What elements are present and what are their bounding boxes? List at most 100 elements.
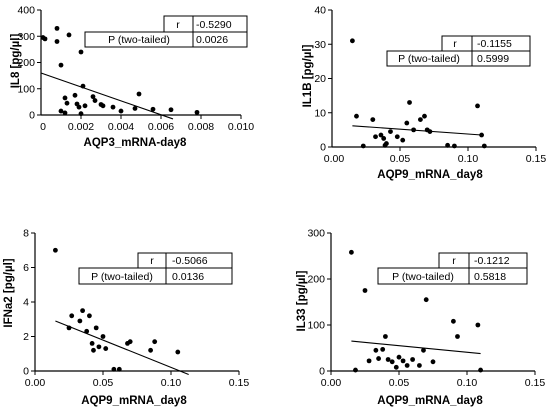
data-point	[89, 341, 95, 346]
p-value: 0.5818	[474, 271, 506, 283]
data-point	[376, 356, 381, 361]
y-tick-label: 10	[314, 107, 326, 119]
data-point	[175, 349, 181, 355]
y-tick-label: 0	[319, 366, 325, 378]
data-point	[430, 359, 436, 365]
regression-layer	[352, 125, 482, 136]
data-point	[93, 325, 99, 331]
y-tick-label: 8	[23, 228, 29, 240]
data-point	[407, 100, 412, 105]
data-point	[91, 347, 96, 353]
r-label: r	[452, 255, 456, 267]
data-point	[54, 39, 60, 44]
data-point	[455, 334, 460, 339]
p-label: P (two-tailed)	[392, 271, 454, 283]
data-point	[400, 358, 406, 364]
data-point	[111, 366, 117, 372]
tick-labels: 0 100 200 300 0.00 0.05 0.10 0.15	[307, 228, 545, 390]
data-point	[87, 313, 92, 319]
data-point	[100, 334, 106, 339]
data-point	[380, 346, 386, 352]
data-point	[110, 104, 116, 110]
stats-box: r -0.1212 P (two-tailed) 0.5818	[377, 252, 528, 285]
r-value: -0.5066	[172, 255, 208, 267]
tick-labels: 0 2 4 6 8 0.00 0.05 0.10 0.15	[23, 228, 249, 390]
data-point	[78, 49, 84, 55]
r-label: r	[176, 19, 180, 31]
data-point	[150, 106, 156, 112]
x-axis-label: AQP9_mRNA_day8	[377, 169, 483, 181]
x-tick-label: 0.00	[321, 377, 342, 389]
y-axis-label: IL1B [pg/µl]	[302, 44, 314, 107]
data-point	[353, 367, 358, 373]
y-tick-label: 0	[320, 142, 326, 154]
data-point	[90, 94, 96, 100]
data-point	[445, 142, 450, 148]
data-point	[96, 344, 102, 350]
data-point	[475, 322, 481, 328]
y-tick-label: 30	[314, 39, 326, 51]
data-point	[350, 38, 355, 44]
regression-layer	[351, 340, 481, 355]
data-point	[100, 103, 106, 109]
points-layer	[350, 38, 487, 149]
x-tick-label: 0.00	[25, 377, 46, 389]
data-point	[69, 313, 75, 319]
data-point	[418, 117, 423, 122]
points-layer	[53, 247, 181, 372]
p-value: 0.0136	[172, 271, 204, 283]
data-point	[80, 83, 86, 89]
tick-labels: 0 10 20 30 40 0.05 0.10 0.15 0.00	[314, 5, 546, 166]
data-point	[373, 134, 378, 140]
axes	[31, 232, 240, 375]
x-tick-label: 0.008	[188, 121, 214, 133]
x-tick-label: 0.010	[228, 121, 254, 133]
data-point	[82, 103, 88, 109]
panel-il1b: IL1B [pg/µl] AQP9_mRNA_day8 0 10 20 30 40 0.0…	[302, 5, 546, 182]
data-point	[116, 366, 122, 372]
y-tick-label: 40	[314, 5, 326, 17]
data-point	[152, 339, 158, 345]
data-point	[451, 318, 456, 324]
data-point	[478, 367, 483, 373]
data-point	[77, 318, 83, 324]
axes	[327, 232, 536, 375]
data-point	[194, 109, 200, 115]
stats-box: r -0.1155 P (two-tailed) 0.5999	[386, 35, 531, 67]
y-tick-label: 2	[23, 331, 29, 343]
data-point	[103, 346, 109, 351]
data-point	[42, 36, 48, 42]
y-tick-label: 300	[307, 228, 325, 240]
regression-line	[352, 125, 482, 136]
data-point	[362, 288, 368, 293]
points-layer	[40, 25, 200, 117]
x-tick-label: 0.15	[526, 153, 547, 165]
x-tick-label: 0.10	[457, 377, 478, 389]
stats-box: r -0.5066 P (two-tailed) 0.0136	[78, 252, 233, 285]
data-point	[84, 328, 90, 334]
x-tick-label: 0.05	[389, 377, 410, 389]
data-point	[62, 95, 68, 101]
data-point	[64, 100, 70, 106]
data-point	[66, 32, 72, 38]
data-point	[66, 325, 72, 331]
data-point	[481, 143, 487, 149]
y-tick-label: 4	[23, 297, 29, 309]
data-point	[78, 111, 84, 117]
data-point	[349, 249, 354, 255]
y-tick-label: 200	[307, 274, 325, 286]
p-label: P (two-tailed)	[398, 53, 460, 65]
data-point	[118, 108, 124, 114]
regression-line	[55, 320, 189, 375]
data-point	[58, 108, 64, 114]
data-point	[72, 92, 78, 98]
axes	[328, 9, 537, 151]
y-tick-label: 6	[23, 262, 29, 274]
y-tick-label: 200	[17, 57, 35, 69]
data-point	[366, 358, 372, 364]
data-point	[421, 347, 426, 353]
y-tick-label: 100	[17, 83, 35, 95]
y-tick-label: 400	[17, 5, 35, 17]
x-axis-label: AQP9_mRNA_day8	[377, 395, 483, 407]
